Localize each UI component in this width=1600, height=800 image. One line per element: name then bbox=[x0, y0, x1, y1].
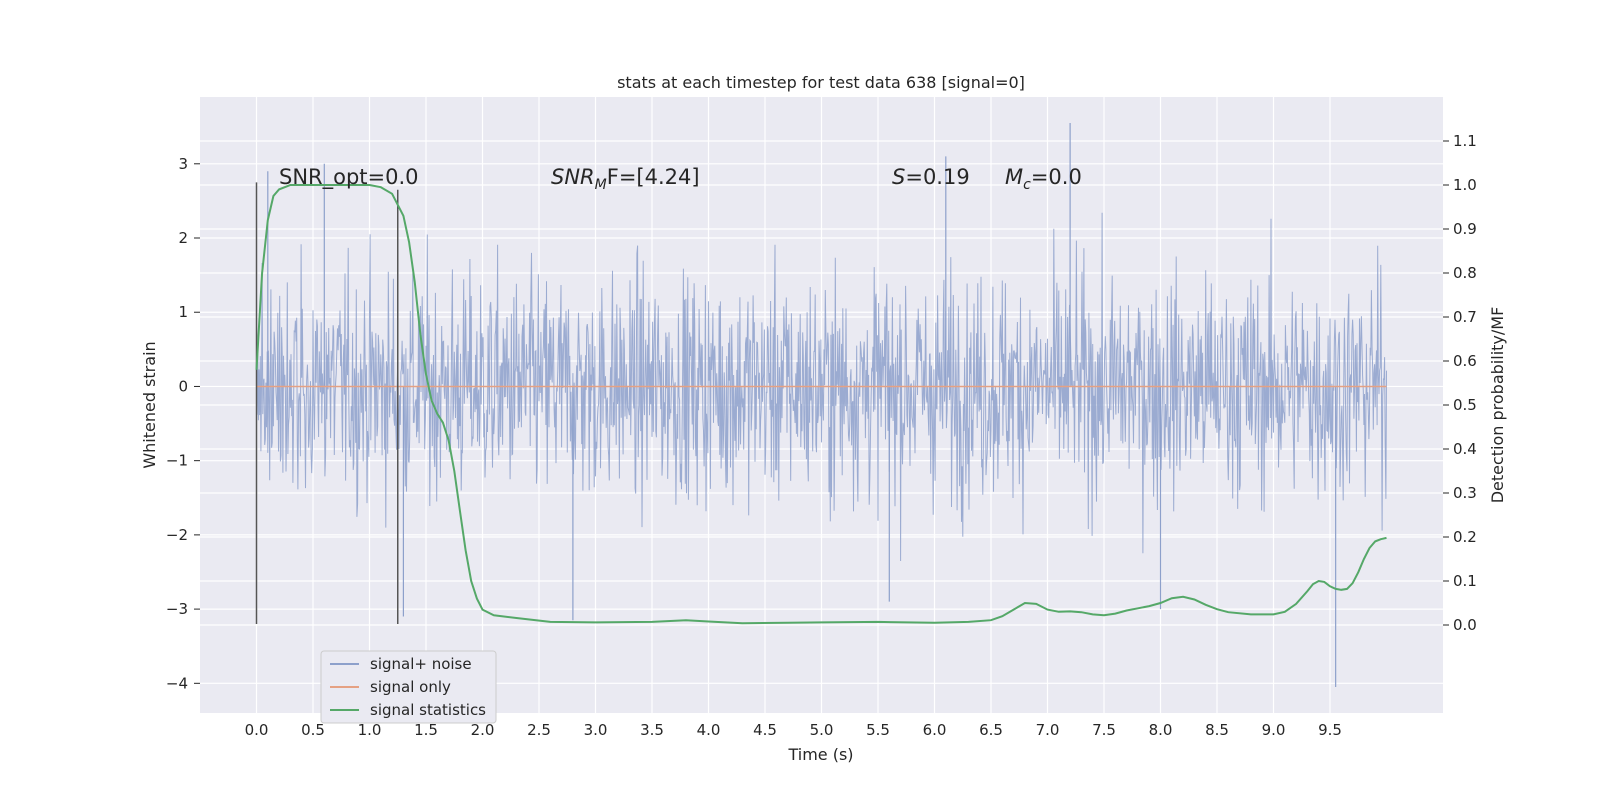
x-tick-label: 6.5 bbox=[979, 721, 1003, 739]
x-tick-label: 2.0 bbox=[471, 721, 495, 739]
x-tick-label: 4.5 bbox=[753, 721, 777, 739]
signal-statistics-series bbox=[255, 184, 1387, 625]
y-tick-label: −1 bbox=[166, 452, 188, 470]
x-tick-label: 9.5 bbox=[1318, 721, 1342, 739]
y2-tick-label: 0.1 bbox=[1453, 572, 1477, 590]
signal-statistics-line bbox=[255, 184, 1387, 625]
y2-tick-label: 0.3 bbox=[1453, 484, 1477, 502]
x-tick-label: 1.5 bbox=[414, 721, 438, 739]
x-tick-label: 8.0 bbox=[1149, 721, 1173, 739]
y-tick-label: 0 bbox=[178, 377, 188, 395]
x-tick-label: 8.5 bbox=[1205, 721, 1229, 739]
legend: signal+ noise signal only signal statist… bbox=[320, 650, 497, 724]
y-tick-label: 1 bbox=[178, 303, 188, 321]
y-axis-label: Whitened strain bbox=[140, 341, 159, 468]
vertical-markers bbox=[255, 182, 399, 624]
x-tick-labels: 0.0 0.5 1.0 1.5 2.0 2.5 3.0 3.5 4.0 4.5 5.0 5.5 6.0 6… bbox=[245, 721, 1342, 739]
annotation-s-value: =0.19 bbox=[905, 165, 969, 189]
y-tick-label: 2 bbox=[178, 229, 188, 247]
annotation-mc-sub: c bbox=[1023, 177, 1031, 193]
annotation-snr-mf-rest: F=[4.24] bbox=[607, 165, 700, 189]
y-tick-label: 3 bbox=[178, 155, 188, 173]
legend-box bbox=[320, 650, 497, 724]
chart-title: stats at each timestep for test data 638… bbox=[617, 73, 1025, 92]
annotation-snr-mf: SNRMF=[4.24] bbox=[551, 165, 700, 193]
x-tick-label: 5.0 bbox=[810, 721, 834, 739]
y2-tick-label: 0.4 bbox=[1453, 440, 1477, 458]
y2-tick-label: 1.1 bbox=[1453, 132, 1477, 150]
y-tick-label: −3 bbox=[166, 600, 188, 618]
signal-noise-line bbox=[256, 212, 1387, 562]
y-tick-label: −2 bbox=[166, 526, 188, 544]
annotation-snr-mf-sub: M bbox=[595, 177, 607, 193]
y2-tick-label: 0.7 bbox=[1453, 308, 1477, 326]
y2-tick-label: 0.8 bbox=[1453, 264, 1477, 282]
x-tick-label: 6.0 bbox=[923, 721, 947, 739]
y2-tick-label: 0.6 bbox=[1453, 352, 1477, 370]
y2-tick-label: 0.0 bbox=[1453, 616, 1477, 634]
legend-label-signal-statistics: signal statistics bbox=[370, 701, 486, 719]
annotation-mc-value: =0.0 bbox=[1031, 165, 1082, 189]
y2-tick-label: 0.2 bbox=[1453, 528, 1477, 546]
legend-label-signal-noise: signal+ noise bbox=[370, 655, 472, 673]
annotation-mc: Mc=0.0 bbox=[1005, 165, 1082, 193]
annotation-s: S=0.19 bbox=[892, 165, 970, 189]
x-tick-label: 3.0 bbox=[584, 721, 608, 739]
y-tick-labels: 3 2 1 0 −1 −2 −3 −4 bbox=[166, 155, 200, 692]
x-tick-label: 7.5 bbox=[1092, 721, 1116, 739]
legend-label-signal-only: signal only bbox=[370, 678, 451, 696]
y2-tick-label: 0.5 bbox=[1453, 396, 1477, 414]
annotation-snr-opt: SNR_opt=0.0 bbox=[279, 165, 419, 190]
x-tick-label: 2.5 bbox=[527, 721, 551, 739]
x-tick-label: 0.5 bbox=[301, 721, 325, 739]
y2-tick-labels: 1.1 1.0 0.9 0.8 0.7 0.6 0.5 0.4 0.3 0.2 0.1 0.0 bbox=[1443, 132, 1477, 634]
annotation-snr-mf-base: SNR bbox=[551, 165, 595, 189]
y2-axis-label: Detection probability/MF bbox=[1488, 307, 1507, 504]
annotation-mc-base: M bbox=[1005, 165, 1023, 189]
y2-tick-label: 0.9 bbox=[1453, 220, 1477, 238]
x-axis-label: Time (s) bbox=[787, 745, 853, 764]
x-tick-label: 4.0 bbox=[697, 721, 721, 739]
annotation-s-symbol: S bbox=[892, 165, 905, 189]
x-tick-label: 5.5 bbox=[866, 721, 890, 739]
x-tick-label: 0.0 bbox=[245, 721, 269, 739]
signal-noise-series bbox=[256, 122, 1387, 688]
y-tick-label: −4 bbox=[166, 674, 188, 692]
x-tick-label: 9.0 bbox=[1262, 721, 1286, 739]
x-tick-label: 1.0 bbox=[358, 721, 382, 739]
x-tick-label: 7.0 bbox=[1036, 721, 1060, 739]
y2-tick-label: 1.0 bbox=[1453, 176, 1477, 194]
x-tick-label: 3.5 bbox=[640, 721, 664, 739]
